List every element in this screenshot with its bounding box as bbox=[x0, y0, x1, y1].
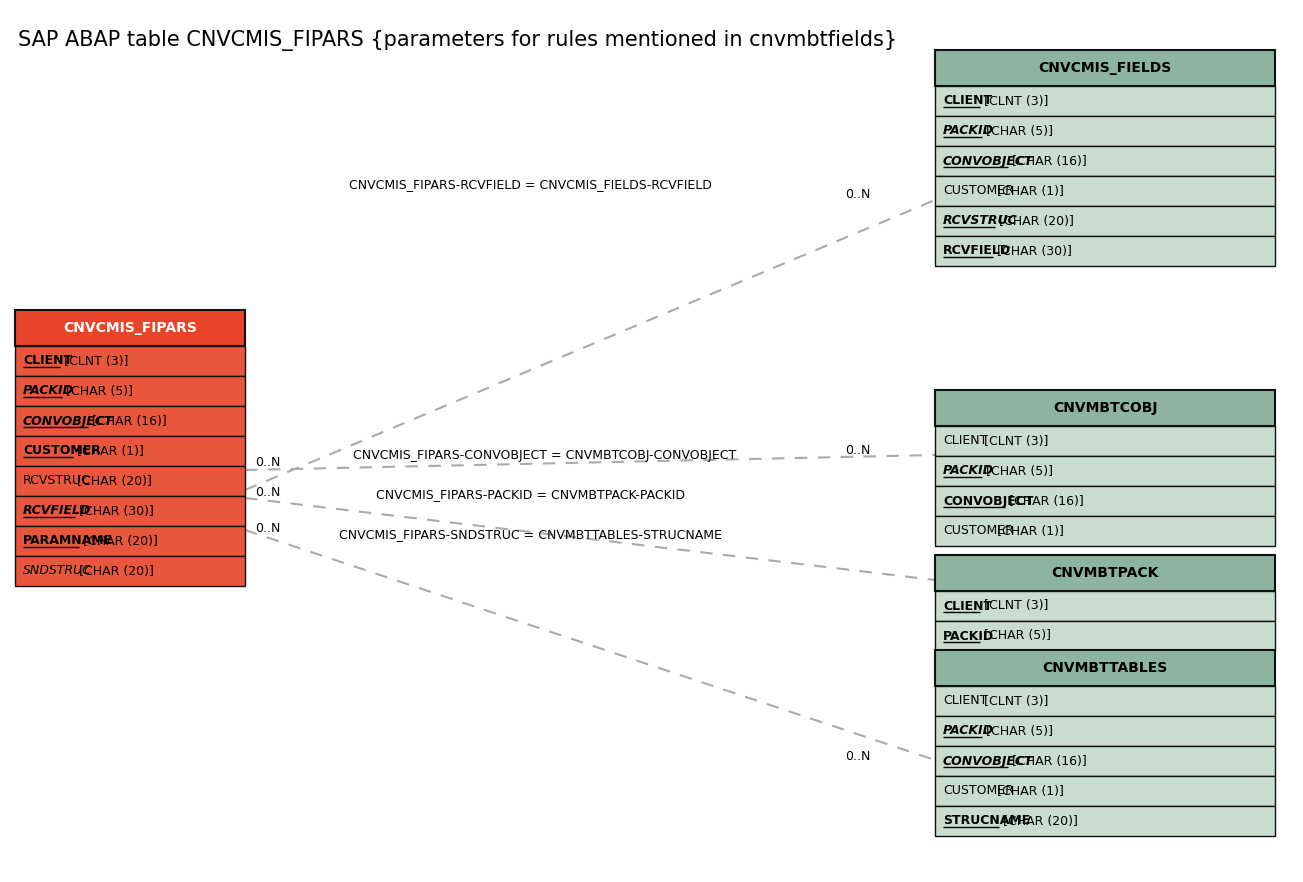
Text: [CHAR (1)]: [CHAR (1)] bbox=[993, 784, 1063, 797]
FancyBboxPatch shape bbox=[936, 516, 1276, 546]
Text: CNVCMIS_FIPARS-PACKID = CNVMBTPACK-PACKID: CNVCMIS_FIPARS-PACKID = CNVMBTPACK-PACKI… bbox=[375, 489, 684, 502]
FancyBboxPatch shape bbox=[936, 776, 1276, 806]
FancyBboxPatch shape bbox=[16, 406, 245, 436]
Text: CLIENT: CLIENT bbox=[943, 600, 992, 612]
FancyBboxPatch shape bbox=[16, 466, 245, 496]
Text: CUSTOMER: CUSTOMER bbox=[943, 184, 1014, 198]
Text: [CHAR (1)]: [CHAR (1)] bbox=[73, 445, 143, 458]
Text: 0..N: 0..N bbox=[255, 487, 280, 499]
Text: CONVOBJECT: CONVOBJECT bbox=[23, 415, 113, 428]
Text: CLIENT: CLIENT bbox=[943, 94, 992, 108]
FancyBboxPatch shape bbox=[936, 555, 1276, 591]
Text: [CLNT (3)]: [CLNT (3)] bbox=[980, 694, 1049, 707]
Text: SAP ABAP table CNVCMIS_FIPARS {parameters for rules mentioned in cnvmbtfields}: SAP ABAP table CNVCMIS_FIPARS {parameter… bbox=[18, 30, 898, 51]
FancyBboxPatch shape bbox=[936, 86, 1276, 116]
FancyBboxPatch shape bbox=[936, 426, 1276, 456]
Text: RCVSTRUC: RCVSTRUC bbox=[943, 214, 1018, 228]
Text: CUSTOMER: CUSTOMER bbox=[943, 784, 1014, 797]
Text: RCVSTRUC: RCVSTRUC bbox=[23, 475, 91, 488]
Text: CNVCMIS_FIPARS-CONVOBJECT = CNVMBTCOBJ-CONVOBJECT: CNVCMIS_FIPARS-CONVOBJECT = CNVMBTCOBJ-C… bbox=[353, 449, 736, 461]
Text: PACKID: PACKID bbox=[943, 724, 994, 737]
FancyBboxPatch shape bbox=[936, 716, 1276, 746]
FancyBboxPatch shape bbox=[936, 486, 1276, 516]
FancyBboxPatch shape bbox=[936, 621, 1276, 651]
FancyBboxPatch shape bbox=[936, 746, 1276, 776]
FancyBboxPatch shape bbox=[936, 176, 1276, 206]
Text: SNDSTRUC: SNDSTRUC bbox=[23, 564, 93, 578]
FancyBboxPatch shape bbox=[16, 310, 245, 346]
Text: [CHAR (20)]: [CHAR (20)] bbox=[76, 564, 154, 578]
FancyBboxPatch shape bbox=[16, 556, 245, 586]
Text: PACKID: PACKID bbox=[23, 385, 74, 398]
Text: CNVCMIS_FIPARS-RCVFIELD = CNVCMIS_FIELDS-RCVFIELD: CNVCMIS_FIPARS-RCVFIELD = CNVCMIS_FIELDS… bbox=[349, 178, 711, 191]
Text: [CHAR (20)]: [CHAR (20)] bbox=[78, 534, 158, 548]
Text: [CHAR (16)]: [CHAR (16)] bbox=[1009, 754, 1087, 767]
FancyBboxPatch shape bbox=[16, 346, 245, 376]
FancyBboxPatch shape bbox=[936, 686, 1276, 716]
Text: [CHAR (30)]: [CHAR (30)] bbox=[76, 505, 154, 518]
Text: PACKID: PACKID bbox=[943, 630, 994, 642]
FancyBboxPatch shape bbox=[936, 806, 1276, 836]
Text: STRUCNAME: STRUCNAME bbox=[943, 814, 1031, 827]
FancyBboxPatch shape bbox=[936, 456, 1276, 486]
Text: CLIENT: CLIENT bbox=[943, 435, 988, 447]
FancyBboxPatch shape bbox=[16, 496, 245, 526]
Text: [CHAR (16)]: [CHAR (16)] bbox=[1009, 154, 1087, 168]
Text: CLIENT: CLIENT bbox=[943, 694, 988, 707]
Text: 0..N: 0..N bbox=[255, 457, 280, 469]
Text: [CHAR (5)]: [CHAR (5)] bbox=[982, 465, 1053, 477]
Text: [CHAR (30)]: [CHAR (30)] bbox=[993, 244, 1071, 258]
Text: CUSTOMER: CUSTOMER bbox=[943, 525, 1014, 537]
Text: PACKID: PACKID bbox=[943, 124, 994, 138]
Text: CUSTOMER: CUSTOMER bbox=[23, 445, 100, 458]
FancyBboxPatch shape bbox=[16, 526, 245, 556]
Text: CLIENT: CLIENT bbox=[23, 355, 72, 368]
FancyBboxPatch shape bbox=[936, 116, 1276, 146]
FancyBboxPatch shape bbox=[936, 50, 1276, 86]
Text: [CLNT (3)]: [CLNT (3)] bbox=[60, 355, 129, 368]
Text: CNVCMIS_FIPARS-SNDSTRUC = CNVMBTTABLES-STRUCNAME: CNVCMIS_FIPARS-SNDSTRUC = CNVMBTTABLES-S… bbox=[339, 528, 722, 542]
FancyBboxPatch shape bbox=[936, 206, 1276, 236]
Text: PACKID: PACKID bbox=[943, 465, 994, 477]
Text: [CHAR (16)]: [CHAR (16)] bbox=[89, 415, 167, 428]
Text: [CHAR (5)]: [CHAR (5)] bbox=[982, 124, 1053, 138]
FancyBboxPatch shape bbox=[16, 376, 245, 406]
Text: [CHAR (1)]: [CHAR (1)] bbox=[993, 184, 1063, 198]
Text: RCVFIELD: RCVFIELD bbox=[943, 244, 1011, 258]
Text: CONVOBJECT: CONVOBJECT bbox=[943, 754, 1033, 767]
FancyBboxPatch shape bbox=[936, 236, 1276, 266]
Text: PARAMNAME: PARAMNAME bbox=[23, 534, 113, 548]
Text: [CHAR (5)]: [CHAR (5)] bbox=[982, 724, 1053, 737]
Text: [CHAR (5)]: [CHAR (5)] bbox=[63, 385, 133, 398]
Text: CNVMBTCOBJ: CNVMBTCOBJ bbox=[1053, 401, 1157, 415]
Text: [CHAR (5)]: [CHAR (5)] bbox=[980, 630, 1052, 642]
Text: CNVMBTPACK: CNVMBTPACK bbox=[1052, 566, 1158, 580]
Text: RCVFIELD: RCVFIELD bbox=[23, 505, 91, 518]
Text: [CHAR (20)]: [CHAR (20)] bbox=[73, 475, 151, 488]
Text: CNVCMIS_FIELDS: CNVCMIS_FIELDS bbox=[1038, 61, 1171, 75]
Text: 0..N: 0..N bbox=[844, 445, 870, 458]
Text: 0..N: 0..N bbox=[844, 189, 870, 201]
Text: CONVOBJECT: CONVOBJECT bbox=[943, 495, 1033, 507]
Text: [CHAR (16)]: [CHAR (16)] bbox=[1005, 495, 1084, 507]
FancyBboxPatch shape bbox=[936, 591, 1276, 621]
Text: CONVOBJECT: CONVOBJECT bbox=[943, 154, 1033, 168]
Text: [CLNT (3)]: [CLNT (3)] bbox=[980, 600, 1049, 612]
Text: CNVMBTTABLES: CNVMBTTABLES bbox=[1042, 661, 1167, 675]
Text: [CHAR (20)]: [CHAR (20)] bbox=[999, 814, 1078, 827]
FancyBboxPatch shape bbox=[936, 146, 1276, 176]
FancyBboxPatch shape bbox=[936, 390, 1276, 426]
Text: [CLNT (3)]: [CLNT (3)] bbox=[980, 94, 1049, 108]
Text: 0..N: 0..N bbox=[255, 522, 280, 535]
FancyBboxPatch shape bbox=[936, 650, 1276, 686]
Text: 0..N: 0..N bbox=[844, 750, 870, 763]
Text: [CLNT (3)]: [CLNT (3)] bbox=[980, 435, 1049, 447]
FancyBboxPatch shape bbox=[16, 436, 245, 466]
Text: [CHAR (20)]: [CHAR (20)] bbox=[995, 214, 1074, 228]
Text: [CHAR (1)]: [CHAR (1)] bbox=[993, 525, 1063, 537]
Text: CNVCMIS_FIPARS: CNVCMIS_FIPARS bbox=[63, 321, 197, 335]
